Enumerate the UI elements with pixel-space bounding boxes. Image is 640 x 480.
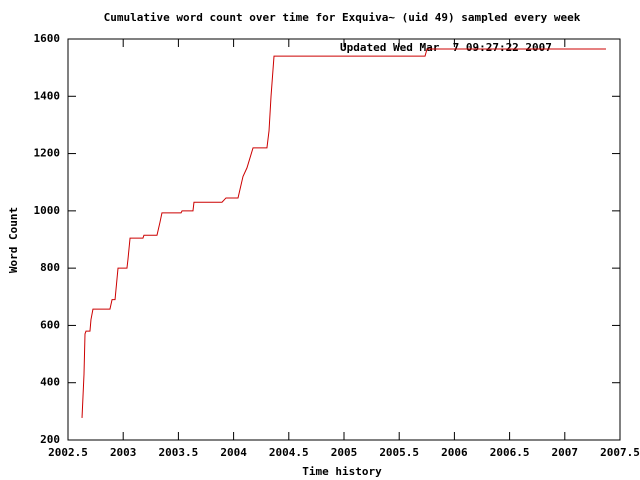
y-tick-label: 600 — [40, 318, 60, 331]
x-tick-label: 2004 — [220, 446, 247, 459]
y-tick-label: 400 — [40, 376, 60, 389]
x-tick-label: 2005.5 — [379, 446, 419, 459]
y-tick-label: 1000 — [34, 204, 61, 217]
data-line — [81, 48, 606, 418]
y-tick-label: 200 — [40, 433, 60, 446]
x-tick-label: 2006 — [441, 446, 468, 459]
y-tick-label: 1400 — [34, 89, 61, 102]
plot-border — [67, 38, 621, 441]
chart-title: Cumulative word count over time for Exqu… — [104, 11, 581, 24]
y-axis-label: Word Count — [7, 207, 20, 273]
x-tick-label: 2007.5 — [600, 446, 640, 459]
x-tick-label: 2007 — [552, 446, 579, 459]
x-tick-label: 2004.5 — [269, 446, 309, 459]
x-tick-label: 2002.5 — [48, 446, 88, 459]
x-tick-label: 2003.5 — [159, 446, 199, 459]
y-tick-label: 1200 — [34, 147, 61, 160]
x-axis-label: Time history — [302, 465, 382, 478]
x-tick-label: 2003 — [110, 446, 137, 459]
y-tick-label: 1600 — [34, 32, 61, 45]
y-tick-label: 800 — [40, 261, 60, 274]
annotation: Updated Wed Mar 7 09:27:22 2007 — [340, 41, 552, 54]
x-tick-label: 2006.5 — [490, 446, 530, 459]
x-tick-label: 2005 — [331, 446, 358, 459]
